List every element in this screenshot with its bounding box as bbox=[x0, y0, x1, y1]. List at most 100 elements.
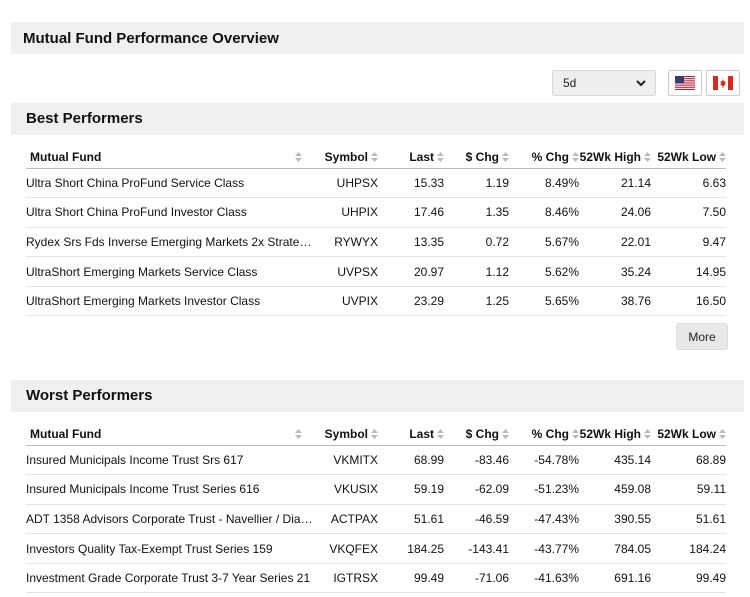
sort-icon bbox=[437, 428, 444, 439]
52wk-high-cell: 435.14 bbox=[579, 445, 651, 476]
52wk-low-cell: 99.49 bbox=[651, 563, 726, 594]
fund-name-link[interactable]: Investors Quality Tax-Exempt Trust Serie… bbox=[26, 533, 314, 564]
symbol-cell: VKMITX bbox=[314, 445, 378, 476]
table-row[interactable]: Investment Grade Corporate Trust 3-7 Yea… bbox=[26, 563, 726, 594]
more-button[interactable]: More bbox=[676, 323, 728, 350]
pct-chg-cell: 8.49% bbox=[509, 168, 579, 199]
last-cell: 15.33 bbox=[378, 168, 444, 199]
table-row[interactable]: Ultra Short China ProFund Service Class … bbox=[26, 168, 726, 199]
last-cell: 59.19 bbox=[378, 474, 444, 505]
sort-icon bbox=[295, 152, 302, 162]
table-row[interactable]: Ultra Short China ProFund Investor Class… bbox=[26, 197, 726, 228]
fund-name-link[interactable]: Investment Grade Corporate Trust 3-7 Yea… bbox=[26, 563, 314, 594]
col-header-pct-chg[interactable]: % Chg bbox=[509, 423, 579, 446]
symbol-cell: VKUSIX bbox=[314, 474, 378, 505]
last-cell: 13.35 bbox=[378, 227, 444, 258]
pct-chg-cell: -41.63% bbox=[509, 563, 579, 594]
symbol-cell: UHPSX bbox=[314, 168, 378, 199]
fund-name-link[interactable]: Insured Municipals Income Trust Srs 617 bbox=[26, 445, 314, 476]
52wk-low-cell: 184.24 bbox=[651, 533, 726, 564]
col-header-52wk-low[interactable]: 52Wk Low bbox=[651, 146, 726, 169]
col-header-52wk-high[interactable]: 52Wk High bbox=[579, 146, 651, 169]
fund-name-link[interactable]: ADT 1358 Advisors Corporate Trust - Nave… bbox=[26, 504, 314, 535]
symbol-cell: UVPSX bbox=[314, 256, 378, 287]
pct-chg-cell: 8.46% bbox=[509, 197, 579, 228]
52wk-low-cell: 16.50 bbox=[651, 286, 726, 317]
52wk-high-cell: 691.16 bbox=[579, 563, 651, 594]
dollar-chg-cell: -62.09 bbox=[444, 474, 509, 505]
fund-name-link[interactable]: Ultra Short China ProFund Service Class bbox=[26, 168, 314, 199]
best-performers-table: Mutual Fund Symbol Last $ Chg % Chg 52Wk… bbox=[26, 146, 726, 317]
table-row[interactable]: Insured Municipals Income Trust Series 6… bbox=[26, 474, 726, 505]
sort-icon bbox=[644, 151, 651, 162]
col-header-pct-chg[interactable]: % Chg bbox=[509, 146, 579, 169]
52wk-high-cell: 24.06 bbox=[579, 197, 651, 228]
symbol-cell: RYWYX bbox=[314, 227, 378, 258]
col-header-dollar-chg[interactable]: $ Chg bbox=[444, 423, 509, 446]
52wk-high-cell: 35.24 bbox=[579, 256, 651, 287]
pct-chg-cell: -54.78% bbox=[509, 445, 579, 476]
dollar-chg-cell: -71.06 bbox=[444, 563, 509, 594]
table-row[interactable]: ADT 1358 Advisors Corporate Trust - Nave… bbox=[26, 504, 726, 535]
52wk-low-cell: 7.50 bbox=[651, 197, 726, 228]
sort-icon bbox=[371, 151, 378, 162]
table-row[interactable]: UltraShort Emerging Markets Investor Cla… bbox=[26, 286, 726, 317]
table-row[interactable]: Investors Quality Tax-Exempt Trust Serie… bbox=[26, 533, 726, 564]
fund-name-link[interactable]: UltraShort Emerging Markets Investor Cla… bbox=[26, 286, 314, 317]
sort-icon bbox=[719, 428, 726, 439]
canada-flag-button[interactable] bbox=[706, 70, 740, 96]
sort-icon bbox=[295, 429, 302, 439]
dollar-chg-cell: 1.25 bbox=[444, 286, 509, 317]
symbol-cell: IGTRSX bbox=[314, 563, 378, 594]
last-cell: 51.61 bbox=[378, 504, 444, 535]
52wk-low-cell: 59.11 bbox=[651, 474, 726, 505]
fund-name-link[interactable]: UltraShort Emerging Markets Service Clas… bbox=[26, 256, 314, 287]
pct-chg-cell: 5.67% bbox=[509, 227, 579, 258]
52wk-high-cell: 784.05 bbox=[579, 533, 651, 564]
table-row[interactable]: Insured Municipals Income Trust Srs 617 … bbox=[26, 445, 726, 476]
sort-icon bbox=[371, 428, 378, 439]
dollar-chg-cell: 1.12 bbox=[444, 256, 509, 287]
dollar-chg-cell: -46.59 bbox=[444, 504, 509, 535]
canada-flag-icon bbox=[713, 76, 733, 90]
col-header-mutual-fund[interactable]: Mutual Fund bbox=[26, 423, 314, 446]
table-row[interactable]: Rydex Srs Fds Inverse Emerging Markets 2… bbox=[26, 227, 726, 258]
pct-chg-cell: 5.62% bbox=[509, 256, 579, 287]
col-header-mutual-fund[interactable]: Mutual Fund bbox=[26, 146, 314, 169]
last-cell: 17.46 bbox=[378, 197, 444, 228]
col-header-last[interactable]: Last bbox=[378, 146, 444, 169]
col-header-52wk-high[interactable]: 52Wk High bbox=[579, 423, 651, 446]
52wk-low-cell: 51.61 bbox=[651, 504, 726, 535]
52wk-high-cell: 22.01 bbox=[579, 227, 651, 258]
fund-name-link[interactable]: Rydex Srs Fds Inverse Emerging Markets 2… bbox=[26, 227, 314, 258]
col-header-52wk-low[interactable]: 52Wk Low bbox=[651, 423, 726, 446]
sort-icon bbox=[644, 428, 651, 439]
period-select[interactable]: 5d bbox=[552, 70, 656, 96]
fund-name-link[interactable]: Ultra Short China ProFund Investor Class bbox=[26, 197, 314, 228]
last-cell: 23.29 bbox=[378, 286, 444, 317]
sort-icon bbox=[572, 151, 579, 162]
symbol-cell: ACTPAX bbox=[314, 504, 378, 535]
worst-performers-title: Worst Performers bbox=[11, 380, 744, 412]
last-cell: 99.49 bbox=[378, 563, 444, 594]
dollar-chg-cell: -143.41 bbox=[444, 533, 509, 564]
table-row[interactable]: UltraShort Emerging Markets Service Clas… bbox=[26, 256, 726, 287]
52wk-high-cell: 38.76 bbox=[579, 286, 651, 317]
52wk-low-cell: 14.95 bbox=[651, 256, 726, 287]
col-header-symbol[interactable]: Symbol bbox=[314, 146, 378, 169]
best-performers-title: Best Performers bbox=[11, 103, 744, 135]
us-flag-button[interactable] bbox=[668, 70, 702, 96]
dollar-chg-cell: 1.19 bbox=[444, 168, 509, 199]
dollar-chg-cell: -83.46 bbox=[444, 445, 509, 476]
pct-chg-cell: -47.43% bbox=[509, 504, 579, 535]
sort-icon bbox=[719, 151, 726, 162]
sort-icon bbox=[502, 151, 509, 162]
symbol-cell: UHPIX bbox=[314, 197, 378, 228]
dollar-chg-cell: 0.72 bbox=[444, 227, 509, 258]
52wk-high-cell: 390.55 bbox=[579, 504, 651, 535]
worst-performers-table: Mutual Fund Symbol Last $ Chg % Chg 52Wk… bbox=[26, 423, 726, 594]
col-header-last[interactable]: Last bbox=[378, 423, 444, 446]
col-header-symbol[interactable]: Symbol bbox=[314, 423, 378, 446]
fund-name-link[interactable]: Insured Municipals Income Trust Series 6… bbox=[26, 474, 314, 505]
col-header-dollar-chg[interactable]: $ Chg bbox=[444, 146, 509, 169]
